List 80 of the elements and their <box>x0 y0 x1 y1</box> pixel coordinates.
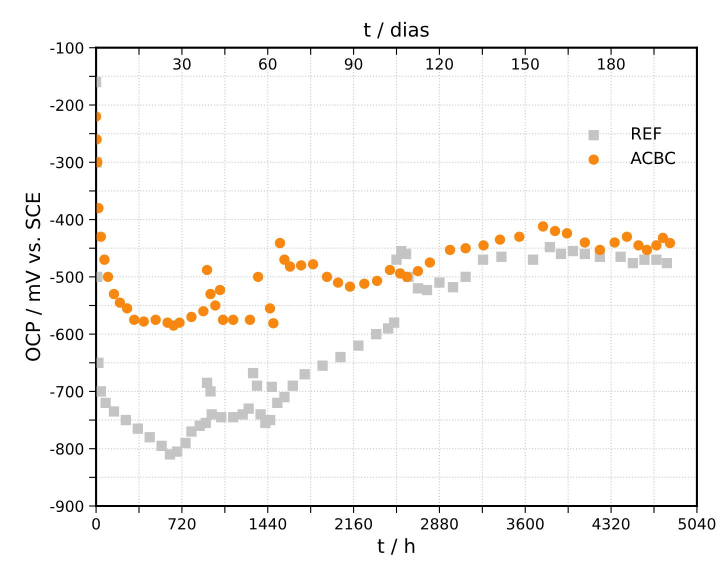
point <box>202 264 212 276</box>
point <box>651 240 662 251</box>
point <box>622 232 632 242</box>
x-tick-label: 3600 <box>506 518 544 530</box>
x-tick-label: 1440 <box>250 518 286 530</box>
point <box>332 277 344 288</box>
y-tick-label: -700 <box>50 386 84 398</box>
point <box>268 318 278 328</box>
point <box>580 237 590 248</box>
point <box>460 243 471 254</box>
x-tick-label: 720 <box>168 518 196 530</box>
point <box>228 314 238 325</box>
point <box>494 234 506 245</box>
point <box>122 303 132 314</box>
point <box>205 288 216 300</box>
point <box>412 266 424 276</box>
point <box>210 300 220 311</box>
point <box>633 240 644 251</box>
point <box>274 238 286 248</box>
x-tick-label: 4320 <box>592 518 630 530</box>
point <box>150 314 161 325</box>
point <box>384 264 396 276</box>
x2-tick-label: 120 <box>426 58 453 70</box>
point <box>444 244 456 256</box>
point <box>562 228 572 238</box>
point <box>96 232 106 242</box>
point <box>102 272 114 282</box>
point <box>174 318 185 328</box>
point <box>538 221 548 232</box>
y-tick-label: -900 <box>50 500 84 512</box>
point <box>138 316 149 327</box>
point <box>642 244 652 256</box>
point <box>252 272 264 282</box>
point <box>198 306 209 316</box>
y-axis-title: OCP / mV vs. SCE <box>26 193 42 361</box>
x-tick-label: 0 <box>92 518 100 530</box>
point <box>514 232 524 242</box>
y-tick-label: -800 <box>50 443 84 455</box>
point <box>108 288 120 300</box>
x2-tick-label: 150 <box>512 58 539 70</box>
point <box>372 276 382 286</box>
x2-tick-label: 90 <box>344 58 362 70</box>
x2-tick-label: 180 <box>598 58 625 70</box>
point <box>114 297 126 308</box>
point <box>308 259 318 270</box>
point <box>550 226 560 236</box>
x-tick-label: 5040 <box>678 518 716 530</box>
point <box>344 281 356 292</box>
point <box>359 278 370 289</box>
point <box>664 238 676 248</box>
point <box>218 314 228 325</box>
point <box>424 257 436 268</box>
point <box>99 254 110 265</box>
point <box>279 254 290 265</box>
point <box>594 244 606 256</box>
x-tick-label: 2880 <box>421 518 458 530</box>
point <box>658 232 668 244</box>
point <box>264 303 276 314</box>
legend-label: REF <box>632 127 662 140</box>
y-tick-label: -300 <box>50 156 84 168</box>
point <box>610 237 620 248</box>
legend-label: ACBC <box>630 152 676 164</box>
y-tick-label: -500 <box>50 271 84 283</box>
y-tick-label: -600 <box>50 328 84 340</box>
point <box>322 272 332 282</box>
y-tick-label: -200 <box>50 99 84 112</box>
point <box>284 261 296 272</box>
point <box>186 312 197 322</box>
x-axis-title: t / h <box>378 538 414 555</box>
x2-tick-label: 60 <box>259 58 276 70</box>
x-tick-label: 2160 <box>335 518 372 530</box>
x2-tick-label: 30 <box>173 58 191 70</box>
x2-axis-title: t / dias <box>364 22 429 38</box>
y-tick-label: -400 <box>50 214 84 226</box>
point <box>478 240 489 251</box>
point <box>214 284 226 296</box>
point <box>129 314 140 325</box>
y-tick-label: -100 <box>50 42 84 54</box>
point <box>244 314 256 325</box>
point <box>296 260 306 271</box>
